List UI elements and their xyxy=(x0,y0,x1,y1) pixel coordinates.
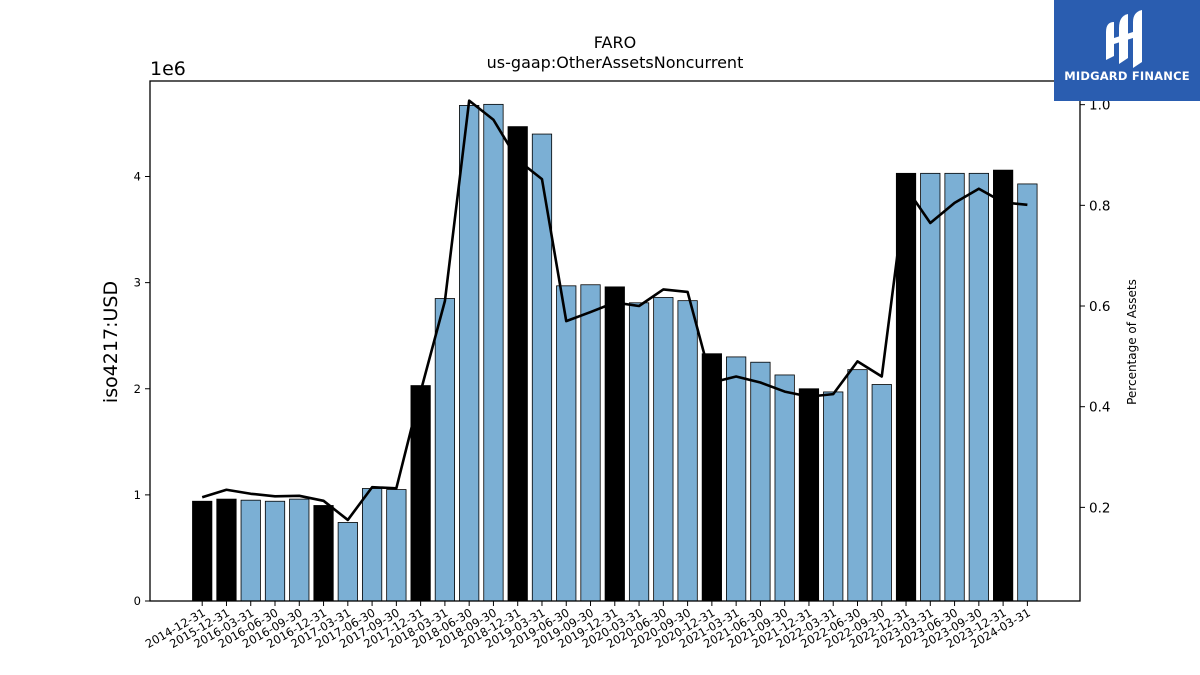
bar xyxy=(823,391,844,602)
bar xyxy=(847,369,868,602)
bar xyxy=(726,356,747,602)
chart-title: FARO xyxy=(594,33,636,52)
bar xyxy=(313,505,334,602)
bar xyxy=(653,297,674,602)
y-ticks: 0 1 2 3 4 xyxy=(134,170,150,608)
bar xyxy=(701,353,722,602)
bar xyxy=(289,498,310,602)
bar xyxy=(580,284,601,602)
bar xyxy=(944,172,965,602)
bar xyxy=(750,361,771,602)
bar xyxy=(920,172,941,602)
y2-tick-label: 0.6 xyxy=(1089,299,1110,315)
line-layer xyxy=(201,99,1028,522)
bar xyxy=(337,522,358,602)
bar xyxy=(216,498,237,602)
bar xyxy=(192,500,213,602)
brand-name: MIDGARD FINANCE xyxy=(1064,69,1190,83)
y2-tick-label: 0.8 xyxy=(1089,198,1110,214)
y2-tick-label: 0.4 xyxy=(1089,400,1110,416)
plot-frame xyxy=(149,80,1081,602)
bar xyxy=(774,374,795,602)
y2-tick-label: 1.0 xyxy=(1089,98,1110,114)
y-tick-label: 0 xyxy=(134,594,141,608)
bar xyxy=(968,172,989,602)
y-tick-label: 2 xyxy=(134,382,141,396)
bar xyxy=(798,388,820,602)
y-tick-label: 3 xyxy=(134,276,141,290)
x-ticks: 2014-12-312015-12-312016-03-312016-06-30… xyxy=(143,601,1033,651)
bar xyxy=(604,286,625,602)
bar xyxy=(507,126,528,602)
bar xyxy=(483,103,504,602)
chart-subtitle: us-gaap:OtherAssetsNoncurrent xyxy=(487,53,744,72)
midgard-logo-icon xyxy=(1106,10,1142,68)
bar xyxy=(1017,183,1038,602)
y-tick-label: 1 xyxy=(134,488,141,502)
bar xyxy=(531,133,553,602)
bar xyxy=(240,499,261,602)
bar xyxy=(871,384,892,602)
bar xyxy=(264,500,286,602)
y2-axis-label: Percentage of Assets xyxy=(1125,279,1139,405)
y-tick-label: 4 xyxy=(134,170,141,184)
bar xyxy=(361,488,383,602)
percentage-line xyxy=(201,99,1028,522)
bar xyxy=(459,105,480,602)
y-offset-label: 1e6 xyxy=(150,58,186,80)
bars xyxy=(192,103,1038,602)
brand-logo: MIDGARD FINANCE xyxy=(1054,0,1200,101)
bar xyxy=(386,489,407,602)
y2-ticks: 0.2 0.4 0.6 0.8 1.0 xyxy=(1080,98,1110,516)
bar xyxy=(993,169,1014,602)
bar xyxy=(628,302,650,602)
y2-tick-label: 0.2 xyxy=(1089,500,1110,516)
bar xyxy=(677,300,698,602)
bar xyxy=(556,285,577,602)
y-axis-label: iso4217:USD xyxy=(100,281,122,403)
bar xyxy=(434,298,456,602)
